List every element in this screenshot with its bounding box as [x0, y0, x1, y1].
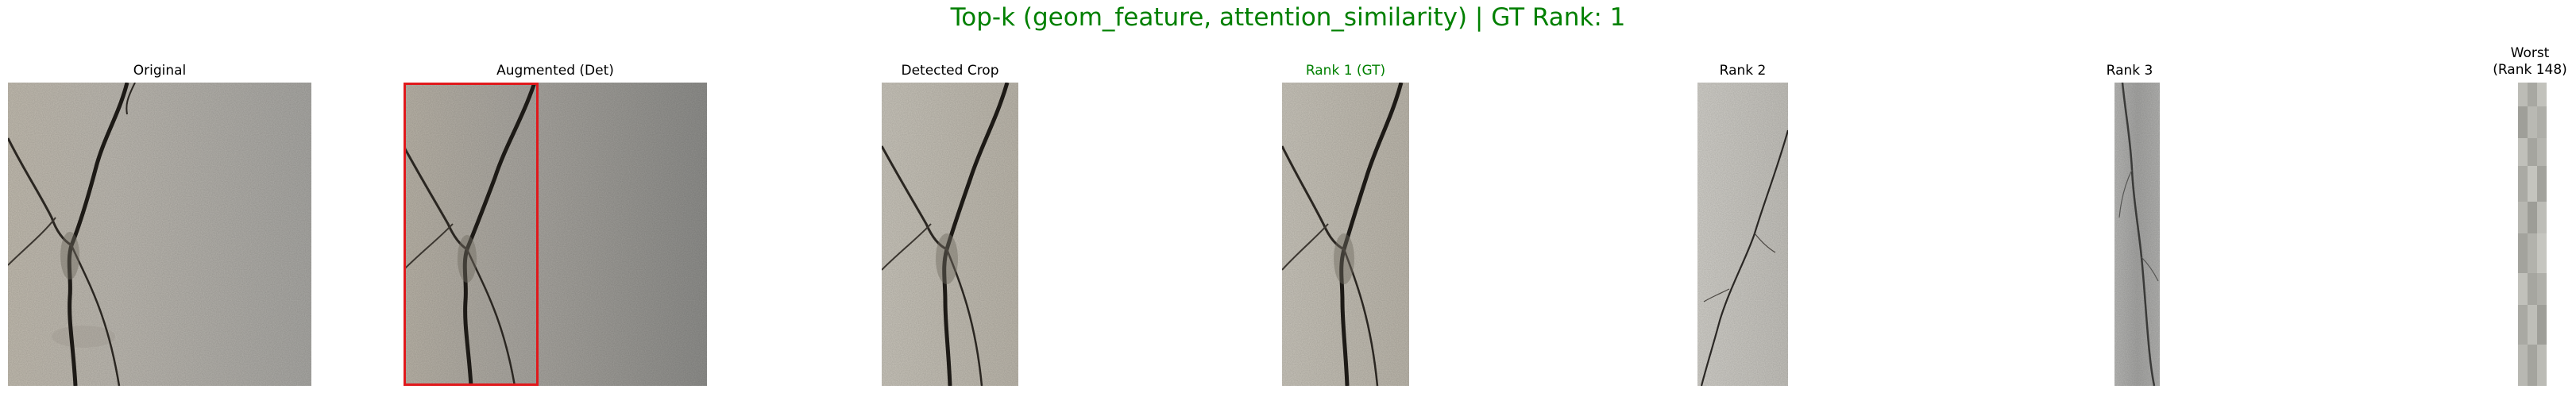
augmented-image — [404, 83, 707, 386]
rank-1-image — [1282, 83, 1409, 386]
panel-label-worst: Worst (Rank 148) — [2493, 45, 2567, 78]
panel-label-rank-3: Rank 3 — [2106, 63, 2153, 79]
worst-image — [2518, 83, 2547, 386]
rank-2-image — [1697, 83, 1788, 386]
detected-crop-image — [882, 83, 1018, 386]
rank-3-image — [2114, 83, 2160, 386]
original-image — [8, 83, 311, 386]
panel-label-original: Original — [133, 63, 187, 79]
panel-label-detected-crop: Detected Crop — [901, 63, 999, 79]
figure-title: Top-k (geom_feature, attention_similarit… — [950, 3, 1626, 32]
panel-label-rank-1: Rank 1 (GT) — [1305, 63, 1386, 79]
panel-label-rank-2: Rank 2 — [1719, 63, 1767, 79]
detection-box — [404, 83, 539, 386]
panel-label-augmented: Augmented (Det) — [496, 63, 614, 79]
